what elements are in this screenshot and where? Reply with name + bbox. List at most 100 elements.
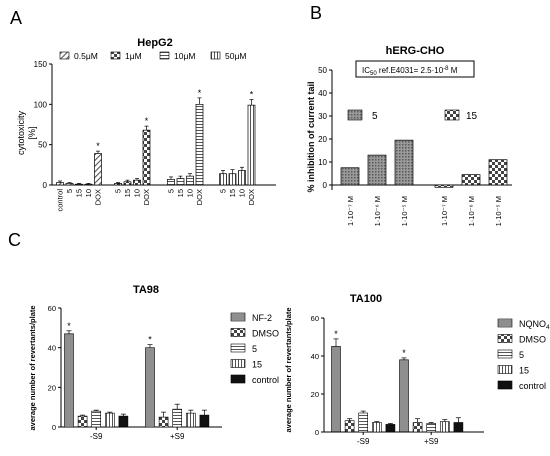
bar — [75, 183, 83, 186]
legend-label: 15 — [252, 360, 262, 370]
legend-label: NQNO4 — [519, 319, 550, 331]
y-tick-label: 40 — [311, 352, 319, 361]
bar — [105, 412, 115, 428]
bar — [56, 182, 64, 186]
x-tick-label: 15 — [123, 189, 132, 197]
annotation-unit: M — [449, 66, 458, 75]
significance-marker: * — [67, 321, 71, 331]
bar — [84, 183, 93, 186]
bar — [64, 333, 74, 428]
x-tick-label: 1·10⁻⁷ M — [346, 196, 355, 226]
significance-marker: * — [145, 116, 149, 126]
bar — [344, 420, 355, 433]
panel-a-label: A — [10, 8, 22, 28]
x-tick-label: DOX — [94, 189, 103, 205]
bar — [77, 415, 88, 428]
legend-label: 1μM — [125, 51, 142, 61]
legend-swatch — [210, 51, 221, 60]
panel-b-annotation-box: IC50 ref.E4031= 2.5·10-8 M — [355, 60, 475, 78]
panel-c1-title: TA98 — [133, 284, 159, 296]
bar — [228, 173, 237, 186]
bar — [145, 347, 155, 428]
x-tick-label: DOX — [142, 189, 151, 205]
legend-label: 5 — [519, 350, 524, 360]
x-tick-label: 5 — [219, 189, 228, 193]
legend-swatch — [497, 380, 513, 390]
x-tick-label: 1·10⁻⁶ M — [467, 196, 476, 226]
bar — [91, 410, 101, 428]
x-tick-label: 15 — [176, 189, 185, 197]
significance-marker: * — [96, 141, 100, 151]
y-tick-label: 60 — [311, 314, 319, 323]
legend-label: 15 — [466, 111, 478, 122]
bar — [399, 359, 409, 433]
y-tick-label: 0 — [315, 428, 319, 437]
x-tick-label: 1·10⁻⁵ M — [494, 196, 503, 226]
legend-swatch — [497, 365, 513, 374]
significance-marker: * — [148, 335, 152, 345]
legend-swatch — [159, 51, 170, 60]
panel-c2-legend: NQNO4 DMSO 5 15 control — [497, 318, 550, 391]
x-tick-label: 1·10⁻⁵ M — [400, 196, 409, 226]
x-tick-label: 10 — [84, 189, 93, 197]
legend-swatch — [347, 109, 363, 121]
x-tick-label: 1·10⁻⁶ M — [373, 196, 382, 226]
bar — [371, 422, 382, 433]
legend-label: 5 — [372, 111, 378, 122]
bar — [340, 167, 360, 186]
y-tick-label: 20 — [48, 383, 56, 392]
legend-label: DMSO — [519, 335, 546, 345]
legend-swatch — [497, 334, 513, 343]
legend-label: 10μM — [174, 51, 195, 61]
panel-a-ylabel-2: [%] — [27, 126, 37, 139]
bar — [453, 422, 464, 433]
x-tick-label: 15 — [228, 189, 237, 197]
x-tick-label: 1·10⁻⁷ M — [440, 196, 449, 226]
x-tick-label: 10 — [133, 189, 142, 197]
annotation-exp: -8 — [443, 66, 449, 72]
legend-swatch — [497, 318, 513, 328]
x-tick-label: +S9 — [170, 432, 185, 441]
bar — [167, 179, 175, 186]
y-tick-label: 20 — [318, 135, 327, 144]
panel-c1-ylabel: average number of revertants/plate — [28, 305, 37, 430]
y-tick-label: 0 — [52, 423, 56, 432]
bar — [186, 175, 194, 186]
bar — [439, 421, 450, 433]
legend-swatch — [230, 343, 246, 353]
legend-swatch — [230, 328, 246, 337]
y-tick-label: 20 — [311, 390, 319, 399]
bar — [219, 173, 227, 186]
legend-label: 0.5μM — [74, 51, 98, 61]
legend-label: control — [519, 381, 546, 391]
y-tick-label: 40 — [318, 89, 327, 98]
y-tick-label: 150 — [34, 60, 48, 69]
bar — [186, 412, 196, 428]
bar — [367, 154, 387, 186]
panel-b-ylabel: % inhibition of current tail — [306, 82, 316, 193]
y-tick-label: 50 — [318, 66, 327, 75]
significance-marker: * — [198, 88, 202, 98]
bar — [114, 183, 122, 186]
x-tick-label: DOX — [247, 189, 256, 205]
y-tick-label: 60 — [48, 304, 56, 313]
y-tick-label: 10 — [318, 158, 327, 167]
bar — [142, 129, 151, 186]
y-tick-label: 30 — [318, 112, 327, 121]
panel-a-ylabel-1: cytotoxicity — [16, 110, 26, 155]
y-tick-label: 40 — [48, 344, 56, 353]
panel-b-title: hERG-CHO — [386, 45, 445, 57]
x-tick-label: -S9 — [90, 432, 103, 441]
significance-marker: * — [334, 329, 338, 339]
x-tick-label: 5 — [65, 189, 74, 193]
bar — [461, 174, 481, 186]
bar — [385, 424, 396, 433]
bar — [238, 170, 246, 186]
bar — [426, 423, 437, 433]
legend-swatch — [444, 109, 460, 121]
bar — [195, 103, 204, 186]
y-tick-label: 50 — [38, 141, 47, 150]
y-tick-label: 100 — [34, 100, 48, 109]
